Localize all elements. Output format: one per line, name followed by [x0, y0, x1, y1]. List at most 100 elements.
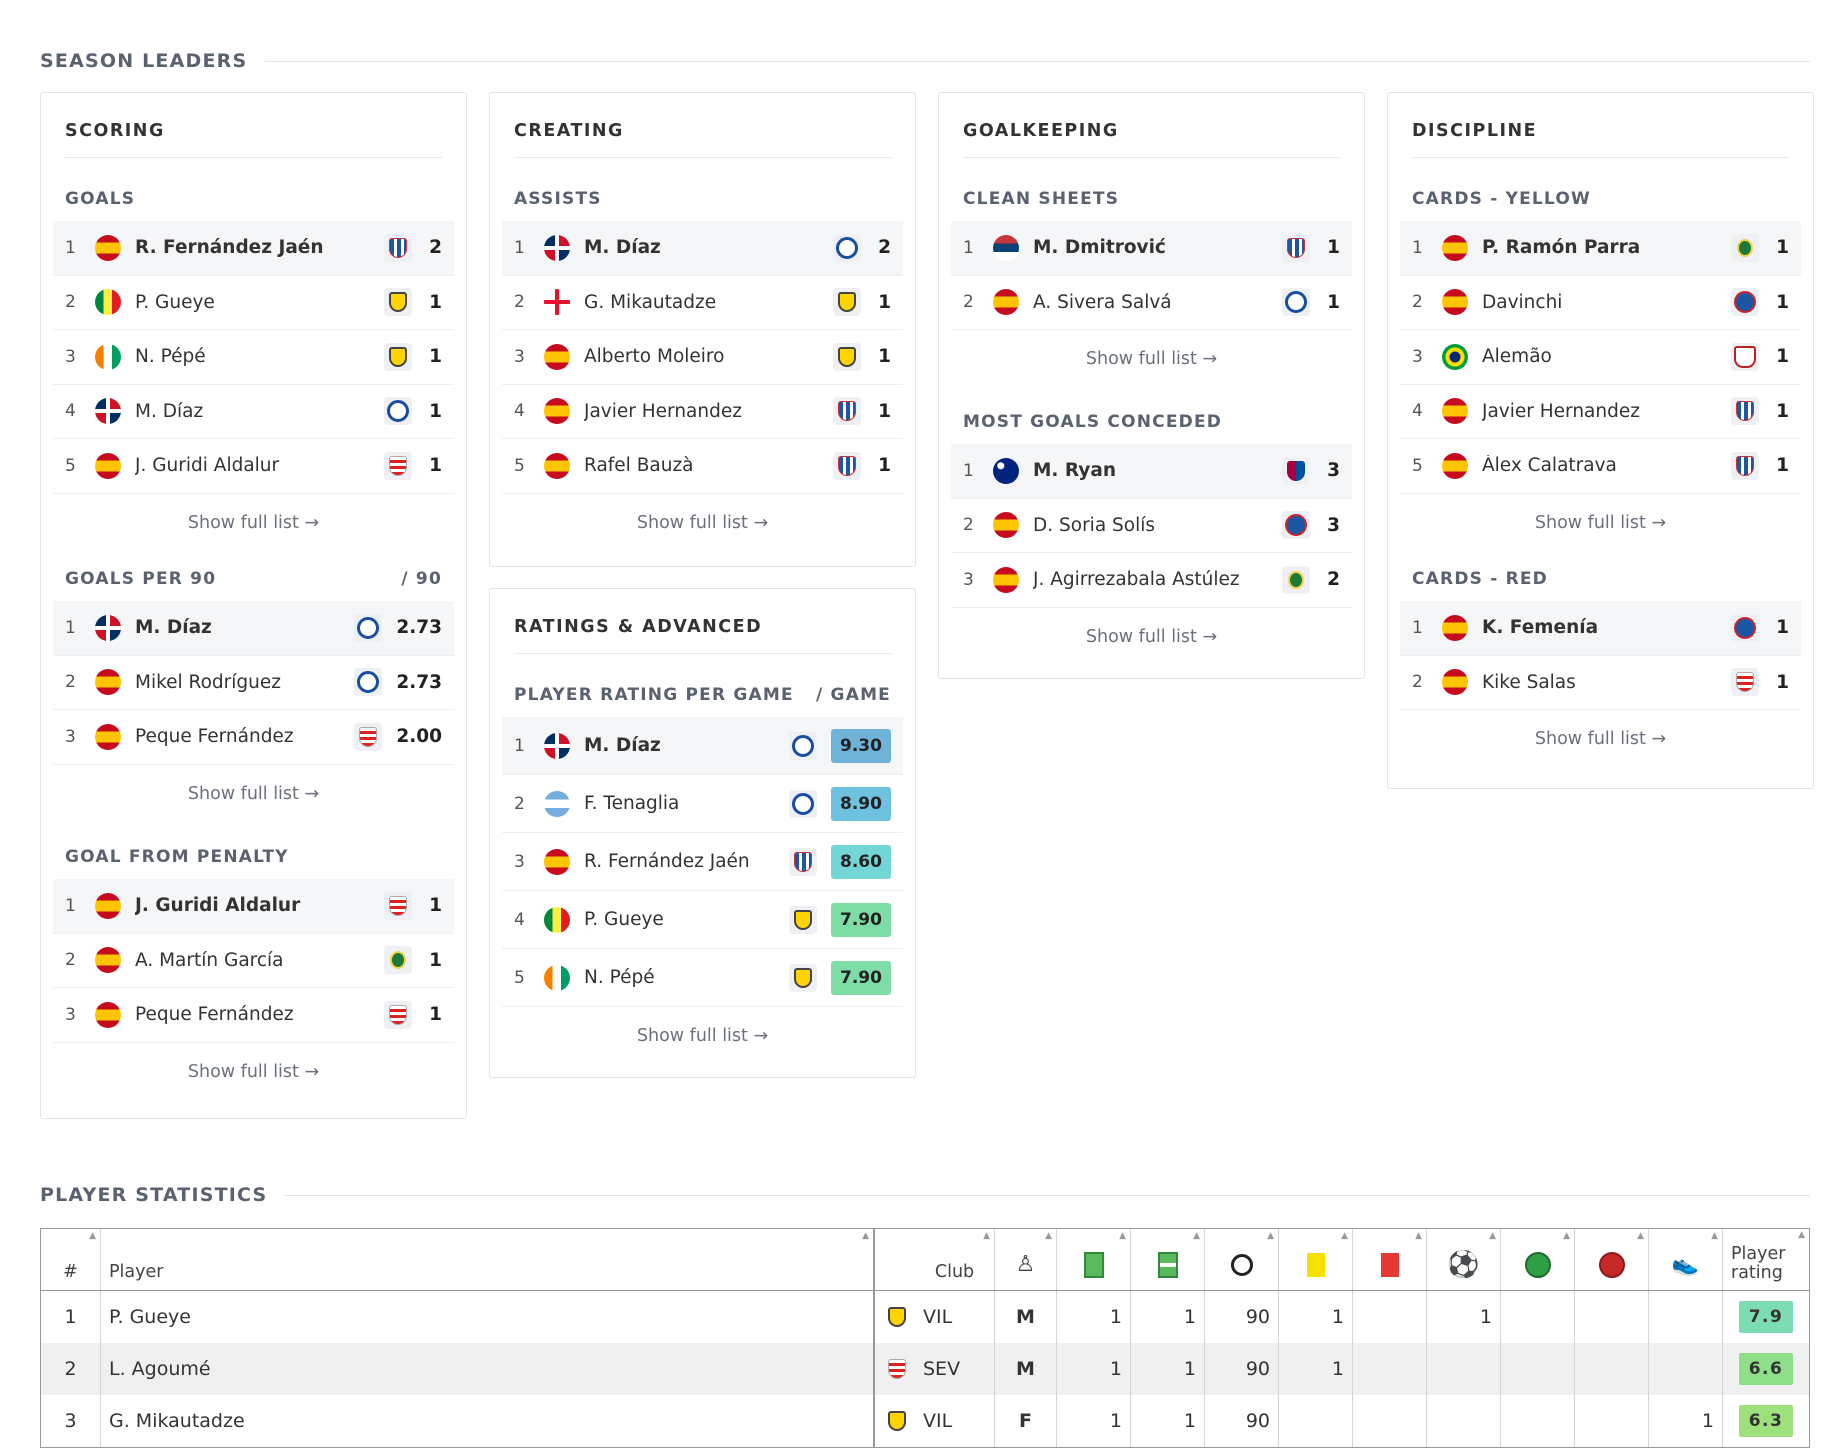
racing-crest-icon [384, 946, 412, 975]
villarreal-crest-icon [833, 288, 861, 317]
leader-row[interactable]: 2 Davinchi 1 [1400, 276, 1801, 330]
leader-row[interactable]: 4 P. Gueye 7.90 [502, 891, 903, 949]
spain-flag-icon [95, 234, 121, 261]
leader-row[interactable]: 1 M. Díaz 9.30 [502, 717, 903, 775]
leader-row[interactable]: 1 K. Femenía 1 [1400, 601, 1801, 656]
col-assists[interactable]: ▲ [1501, 1229, 1575, 1290]
show-full-list-link[interactable]: Show full list → [187, 512, 320, 533]
spain-flag-icon [1442, 234, 1468, 261]
leader-row[interactable]: 3 Alberto Moleiro 1 [502, 330, 903, 385]
leader-row[interactable]: 4 Javier Hernandez 1 [1400, 385, 1801, 439]
rating-badge: 6.3 [1738, 1405, 1794, 1437]
alaves-crest-icon [789, 731, 817, 760]
col-club[interactable]: ▲ Club [875, 1229, 995, 1290]
leader-row[interactable]: 3 R. Fernández Jaén 8.60 [502, 833, 903, 891]
leader-row[interactable]: 5 J. Guridi Aldalur 1 [53, 439, 454, 494]
espanyol-crest-icon [384, 233, 412, 262]
leader-row[interactable]: 4 M. Díaz 1 [53, 385, 454, 439]
red-card-icon [1380, 1252, 1399, 1277]
rayo-crest-icon [1731, 342, 1759, 371]
col-num[interactable]: ▲ # [41, 1229, 101, 1290]
col-minutes[interactable]: ▲ [1205, 1229, 1279, 1290]
alaves-crest-icon [789, 789, 817, 818]
ivory-coast-flag-icon [95, 343, 121, 370]
alaves-crest-icon [354, 613, 383, 642]
levante-crest-icon [1282, 456, 1310, 485]
getafe-crest-icon [1282, 511, 1310, 540]
spain-flag-icon [993, 512, 1019, 539]
spain-flag-icon [1442, 452, 1468, 479]
spain-flag-icon [95, 947, 121, 974]
show-full-list-link[interactable]: Show full list → [1534, 512, 1667, 533]
col-penalty[interactable]: ▲ 👟 [1649, 1229, 1723, 1290]
show-full-list-link[interactable]: Show full list → [187, 783, 320, 804]
col-player[interactable]: ▲ Player [101, 1229, 875, 1290]
leader-row[interactable]: 2 Kike Salas 1 [1400, 656, 1801, 710]
leader-row[interactable]: 2 A. Martín García 1 [53, 934, 454, 988]
leader-row[interactable]: 5 N. Pépé 7.90 [502, 949, 903, 1007]
show-full-list-link[interactable]: Show full list → [1085, 349, 1218, 369]
leader-row[interactable]: 3 N. Pépé 1 [53, 330, 454, 385]
col-rating[interactable]: ▲ Player rating [1731, 1230, 1805, 1283]
col-goals[interactable]: ▲ ⚽ [1427, 1229, 1501, 1290]
table-row[interactable]: 2 L. Agoumé SEV M 1 1 90 1 6.6 [41, 1343, 1809, 1395]
espanyol-crest-icon [833, 451, 861, 480]
yellow-card-icon [1306, 1252, 1325, 1277]
leader-row[interactable]: 2 F. Tenaglia 8.90 [502, 775, 903, 833]
espanyol-crest-icon [1731, 451, 1759, 480]
show-full-list-link[interactable]: Show full list → [187, 1061, 320, 1082]
col-own-goals[interactable]: ▲ [1575, 1229, 1649, 1290]
leader-row[interactable]: 2 G. Mikautadze 1 [502, 276, 903, 330]
sevilla-crest-icon [354, 722, 383, 751]
leader-row[interactable]: 2 Mikel Rodríguez 2.73 [53, 656, 454, 710]
rating-badge: 9.30 [831, 728, 891, 763]
leader-row[interactable]: 1 M. Díaz 2 [502, 221, 903, 276]
leader-row[interactable]: 1 M. Dmitrović 1 [951, 221, 1352, 276]
leader-row[interactable]: 1 M. Díaz 2.73 [53, 601, 454, 656]
leader-row[interactable]: 1 R. Fernández Jaén 2 [53, 221, 454, 276]
leader-row[interactable]: 3 Peque Fernández 1 [53, 988, 454, 1043]
spain-flag-icon [1442, 289, 1468, 316]
stopwatch-icon [1230, 1253, 1253, 1276]
leader-row[interactable]: 3 Alemão 1 [1400, 330, 1801, 385]
sevilla-crest-icon [384, 891, 412, 920]
leader-row[interactable]: 1 J. Guridi Aldalur 1 [53, 879, 454, 934]
pitch-icon [1083, 1251, 1104, 1278]
leader-row[interactable]: 1 P. Ramón Parra 1 [1400, 221, 1801, 276]
spain-flag-icon [95, 723, 121, 750]
show-full-list-link[interactable]: Show full list → [636, 512, 769, 533]
col-yellow[interactable]: ▲ [1279, 1229, 1353, 1290]
espanyol-crest-icon [789, 847, 817, 876]
position-icon: ♙ [1015, 1252, 1036, 1277]
leader-row[interactable]: 1 M. Ryan 3 [951, 444, 1352, 499]
col-starts[interactable]: ▲ [1057, 1229, 1131, 1290]
boot-icon: 👟 [1671, 1252, 1700, 1277]
table-row[interactable]: 1 P. Gueye VIL M 1 1 90 1 1 7.9 [41, 1291, 1809, 1343]
dominican-flag-icon [95, 398, 121, 425]
show-full-list-link[interactable]: Show full list → [636, 1026, 769, 1046]
leader-row[interactable]: 2 A. Sivera Salvá 1 [951, 276, 1352, 330]
leader-row[interactable]: 5 Álex Calatrava 1 [1400, 439, 1801, 494]
season-leaders-heading: SEASON LEADERS [40, 50, 1810, 72]
leader-row[interactable]: 3 J. Agirrezabala Astúlez 2 [951, 553, 1352, 608]
leader-row[interactable]: 2 P. Gueye 1 [53, 276, 454, 330]
show-full-list-link[interactable]: Show full list → [1085, 626, 1218, 647]
alaves-crest-icon [384, 397, 412, 426]
table-header: ▲ # ▲ Player ▲ Club ▲ ♙ ▲ ▲ ▲ ▲ ▲ ▲ ⚽ ▲ ▲ ▲ 👟 … [41, 1229, 1809, 1291]
col-position[interactable]: ▲ ♙ [995, 1229, 1057, 1290]
show-full-list-link[interactable]: Show full list → [1534, 729, 1667, 749]
leader-row[interactable]: 2 D. Soria Solís 3 [951, 499, 1352, 553]
creating-card: CREATING ASSISTS 1 M. Díaz 2 2 G. Mikautadz… [489, 92, 916, 567]
leader-row[interactable]: 3 Peque Fernández 2.00 [53, 710, 454, 765]
villarreal-crest-icon [883, 1407, 911, 1435]
espanyol-crest-icon [1282, 233, 1310, 262]
leader-row[interactable]: 5 Rafel Bauzà 1 [502, 439, 903, 494]
leader-row[interactable]: 4 Javier Hernandez 1 [502, 385, 903, 439]
table-row[interactable]: 3 G. Mikautadze VIL F 1 1 90 1 6.3 [41, 1395, 1809, 1447]
card-title: SCORING [65, 121, 165, 141]
ratings-card: RATINGS & ADVANCED PLAYER RATING PER GAM… [489, 588, 916, 1078]
spain-flag-icon [993, 566, 1019, 593]
col-appearances[interactable]: ▲ [1131, 1229, 1205, 1290]
col-red[interactable]: ▲ [1353, 1229, 1427, 1290]
